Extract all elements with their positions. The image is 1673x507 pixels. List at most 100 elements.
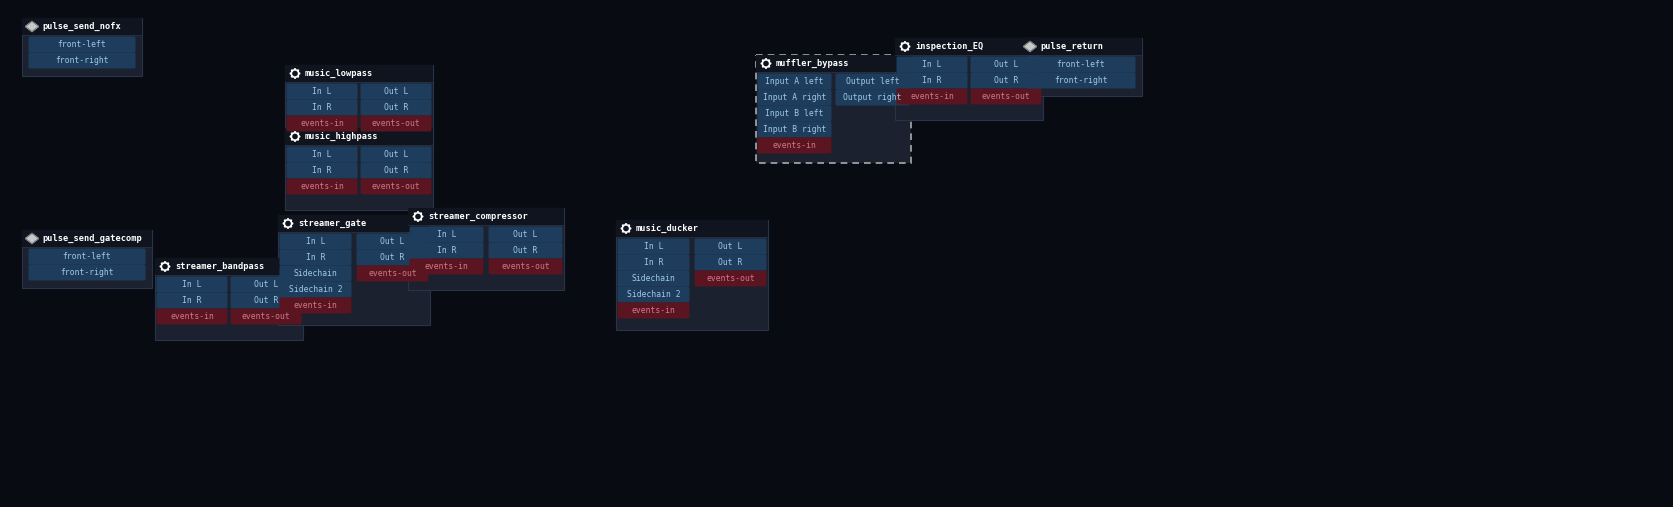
FancyBboxPatch shape	[970, 73, 1041, 89]
Polygon shape	[25, 234, 38, 243]
Text: Out R: Out R	[380, 253, 405, 262]
FancyBboxPatch shape	[286, 178, 358, 195]
FancyBboxPatch shape	[617, 271, 689, 286]
FancyBboxPatch shape	[22, 230, 152, 288]
Text: In R: In R	[644, 258, 663, 267]
Text: events-in: events-in	[425, 262, 468, 271]
FancyBboxPatch shape	[758, 74, 831, 90]
Text: In R: In R	[922, 76, 942, 85]
Text: Input A right: Input A right	[763, 93, 826, 102]
FancyBboxPatch shape	[22, 230, 152, 247]
Polygon shape	[289, 68, 299, 79]
Text: Out R: Out R	[254, 296, 278, 305]
Polygon shape	[621, 224, 631, 234]
Polygon shape	[1022, 42, 1036, 52]
Text: Out L: Out L	[383, 87, 408, 96]
Text: streamer_bandpass: streamer_bandpass	[176, 262, 264, 271]
Text: Out R: Out R	[514, 246, 537, 255]
Text: events-in: events-in	[299, 182, 343, 191]
FancyBboxPatch shape	[758, 90, 831, 105]
FancyBboxPatch shape	[1019, 38, 1141, 96]
FancyBboxPatch shape	[279, 298, 351, 313]
Text: events-out: events-out	[371, 182, 420, 191]
Text: In R: In R	[306, 253, 325, 262]
FancyBboxPatch shape	[360, 116, 432, 131]
FancyBboxPatch shape	[1019, 38, 1141, 55]
FancyBboxPatch shape	[617, 238, 689, 255]
FancyBboxPatch shape	[835, 74, 908, 90]
FancyBboxPatch shape	[694, 238, 766, 255]
FancyBboxPatch shape	[1026, 73, 1134, 89]
FancyBboxPatch shape	[286, 99, 358, 116]
Text: Output right: Output right	[843, 93, 902, 102]
Text: Sidechain 2: Sidechain 2	[626, 290, 679, 299]
FancyBboxPatch shape	[360, 178, 432, 195]
Polygon shape	[161, 262, 171, 272]
FancyBboxPatch shape	[28, 37, 136, 53]
Text: Input A left: Input A left	[765, 77, 823, 86]
Text: Input B right: Input B right	[763, 125, 826, 134]
Text: events-in: events-in	[631, 306, 674, 315]
FancyBboxPatch shape	[278, 215, 430, 325]
FancyBboxPatch shape	[756, 55, 910, 72]
Text: events-in: events-in	[171, 312, 214, 321]
FancyBboxPatch shape	[970, 89, 1041, 104]
FancyBboxPatch shape	[356, 266, 428, 281]
Circle shape	[624, 227, 627, 231]
FancyBboxPatch shape	[617, 255, 689, 271]
Text: front-right: front-right	[55, 56, 109, 65]
Circle shape	[415, 214, 420, 219]
Text: Sidechain: Sidechain	[631, 274, 674, 283]
FancyBboxPatch shape	[356, 234, 428, 249]
FancyBboxPatch shape	[279, 281, 351, 298]
Polygon shape	[761, 58, 771, 68]
FancyBboxPatch shape	[617, 286, 689, 303]
Text: Out L: Out L	[514, 230, 537, 239]
Text: Out R: Out R	[383, 166, 408, 175]
Text: In R: In R	[313, 103, 331, 112]
Text: Out L: Out L	[718, 242, 743, 251]
Text: Out L: Out L	[380, 237, 405, 246]
Text: In R: In R	[182, 296, 202, 305]
FancyBboxPatch shape	[410, 259, 483, 274]
FancyBboxPatch shape	[617, 303, 689, 318]
FancyBboxPatch shape	[279, 234, 351, 249]
FancyBboxPatch shape	[28, 265, 146, 280]
Text: In L: In L	[437, 230, 457, 239]
FancyBboxPatch shape	[756, 55, 910, 163]
Text: events-in: events-in	[910, 92, 954, 101]
FancyBboxPatch shape	[616, 220, 768, 237]
Text: Out L: Out L	[383, 150, 408, 159]
FancyBboxPatch shape	[895, 38, 1042, 120]
Polygon shape	[283, 219, 293, 229]
Text: In L: In L	[182, 280, 202, 289]
Polygon shape	[289, 131, 299, 141]
FancyBboxPatch shape	[970, 56, 1041, 73]
FancyBboxPatch shape	[360, 84, 432, 99]
Text: In R: In R	[437, 246, 457, 255]
FancyBboxPatch shape	[156, 293, 228, 308]
FancyBboxPatch shape	[286, 163, 358, 178]
Text: In L: In L	[313, 150, 331, 159]
FancyBboxPatch shape	[28, 248, 146, 265]
FancyBboxPatch shape	[156, 258, 303, 275]
FancyBboxPatch shape	[22, 18, 142, 76]
FancyBboxPatch shape	[408, 208, 564, 290]
Text: events-out: events-out	[241, 312, 289, 321]
Text: Output left: Output left	[845, 77, 898, 86]
Text: Out R: Out R	[994, 76, 1017, 85]
FancyBboxPatch shape	[278, 215, 430, 232]
FancyBboxPatch shape	[286, 147, 358, 163]
FancyBboxPatch shape	[279, 249, 351, 266]
FancyBboxPatch shape	[758, 137, 831, 154]
Text: events-out: events-out	[371, 119, 420, 128]
FancyBboxPatch shape	[360, 163, 432, 178]
FancyBboxPatch shape	[410, 242, 483, 259]
FancyBboxPatch shape	[28, 53, 136, 68]
FancyBboxPatch shape	[897, 73, 967, 89]
FancyBboxPatch shape	[231, 293, 301, 308]
Polygon shape	[413, 211, 423, 222]
Text: Out R: Out R	[383, 103, 408, 112]
FancyBboxPatch shape	[22, 18, 142, 35]
Text: pulse_return: pulse_return	[1039, 42, 1103, 51]
